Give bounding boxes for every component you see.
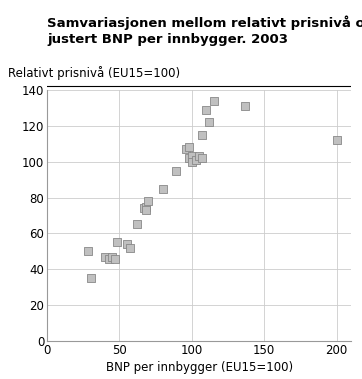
Point [196,153,202,159]
Point [243,103,248,109]
Point [160,186,166,192]
Point [173,168,179,174]
Point [88,275,93,281]
Point [134,221,140,227]
Point [146,198,151,204]
Point [186,144,192,150]
Point [124,241,130,247]
Point [186,155,192,161]
Point [85,248,90,254]
Point [206,119,212,125]
Point [112,255,118,262]
Point [211,98,216,104]
X-axis label: BNP per innbygger (EU15=100): BNP per innbygger (EU15=100) [106,361,292,374]
Text: Relativt prisnivå (EU15=100): Relativt prisnivå (EU15=100) [8,66,180,80]
Point [203,106,209,113]
Point [109,254,115,260]
Point [143,204,148,210]
Point [183,146,189,152]
Point [189,153,195,159]
Point [114,240,119,246]
Point [102,254,108,260]
Point [193,157,199,163]
Text: Samvariasjonen mellom relativt prisnivå og prisnivå-
justert BNP per innbygger. : Samvariasjonen mellom relativt prisnivå … [47,15,362,46]
Point [143,207,148,213]
Point [199,155,205,161]
Point [334,137,340,143]
Point [127,245,132,251]
Point [141,205,147,211]
Point [199,132,205,138]
Point [189,159,195,165]
Point [106,255,112,262]
